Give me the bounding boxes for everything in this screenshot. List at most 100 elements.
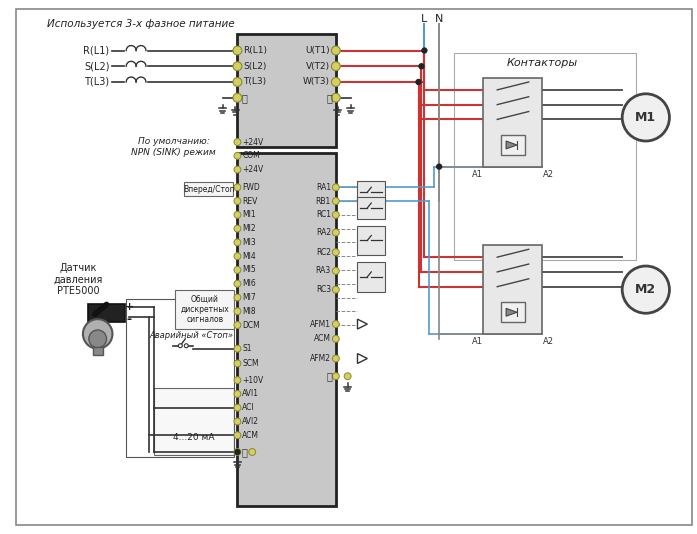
Circle shape bbox=[234, 321, 241, 328]
Circle shape bbox=[332, 320, 339, 327]
Bar bbox=[176, 289, 234, 329]
Text: MI6: MI6 bbox=[243, 279, 256, 288]
Text: Аварийный «Стоп»: Аварийный «Стоп» bbox=[149, 332, 233, 340]
Circle shape bbox=[622, 94, 669, 141]
Text: RC2: RC2 bbox=[316, 248, 331, 257]
Circle shape bbox=[416, 80, 421, 84]
Text: S1: S1 bbox=[243, 344, 252, 353]
Circle shape bbox=[332, 335, 339, 342]
Circle shape bbox=[332, 184, 339, 191]
Text: ACM: ACM bbox=[314, 334, 331, 343]
Text: ACM: ACM bbox=[243, 431, 259, 440]
Circle shape bbox=[332, 249, 339, 256]
Circle shape bbox=[184, 344, 188, 348]
Text: По умолчанию:
NPN (SINK) режим: По умолчанию: NPN (SINK) режим bbox=[131, 137, 216, 156]
Text: -: - bbox=[127, 312, 132, 326]
Circle shape bbox=[89, 330, 107, 348]
Circle shape bbox=[235, 450, 240, 454]
Bar bbox=[358, 262, 385, 292]
Circle shape bbox=[332, 229, 339, 236]
Text: R(L1): R(L1) bbox=[243, 46, 268, 55]
Circle shape bbox=[234, 345, 241, 352]
Circle shape bbox=[234, 418, 241, 425]
Circle shape bbox=[234, 376, 241, 383]
Circle shape bbox=[419, 64, 424, 69]
Text: MI3: MI3 bbox=[243, 238, 256, 247]
Circle shape bbox=[249, 449, 256, 456]
Text: AVI2: AVI2 bbox=[243, 417, 259, 426]
Circle shape bbox=[234, 253, 241, 260]
Circle shape bbox=[344, 373, 351, 380]
Circle shape bbox=[437, 164, 442, 169]
Text: MI1: MI1 bbox=[243, 210, 256, 219]
Circle shape bbox=[331, 62, 340, 70]
Circle shape bbox=[332, 268, 339, 274]
Circle shape bbox=[234, 184, 241, 191]
Text: S(L2): S(L2) bbox=[243, 62, 267, 70]
Bar bbox=[484, 245, 542, 334]
Text: MI7: MI7 bbox=[243, 293, 256, 302]
Bar bbox=[358, 182, 385, 203]
Bar bbox=[93, 347, 102, 355]
Circle shape bbox=[234, 225, 241, 232]
Text: Датчик
давления
PTE5000: Датчик давления PTE5000 bbox=[54, 263, 102, 296]
Bar bbox=[126, 300, 234, 457]
Polygon shape bbox=[358, 354, 367, 364]
Text: MI2: MI2 bbox=[243, 224, 256, 233]
Circle shape bbox=[233, 62, 242, 70]
Text: +24V: +24V bbox=[243, 165, 263, 174]
Circle shape bbox=[331, 46, 340, 55]
Text: RB1: RB1 bbox=[316, 197, 331, 206]
Circle shape bbox=[234, 390, 241, 397]
Circle shape bbox=[331, 77, 340, 87]
Text: T(L3): T(L3) bbox=[243, 77, 266, 87]
Text: N: N bbox=[435, 14, 443, 24]
Text: ⏚: ⏚ bbox=[326, 371, 332, 381]
Text: 4...20 мА: 4...20 мА bbox=[174, 433, 215, 442]
Text: R(L1): R(L1) bbox=[84, 45, 109, 56]
Circle shape bbox=[234, 198, 241, 205]
Text: A2: A2 bbox=[543, 170, 554, 179]
Bar bbox=[184, 183, 233, 196]
Text: Контакторы: Контакторы bbox=[507, 58, 578, 68]
Polygon shape bbox=[358, 319, 367, 329]
Bar bbox=[88, 304, 125, 322]
Text: V(T2): V(T2) bbox=[306, 62, 330, 70]
Polygon shape bbox=[506, 308, 517, 316]
Circle shape bbox=[234, 404, 241, 411]
Text: Вперед/Стоп: Вперед/Стоп bbox=[183, 185, 235, 194]
Text: MI4: MI4 bbox=[243, 252, 256, 261]
Text: +24V: +24V bbox=[243, 138, 263, 146]
Bar bbox=[501, 302, 525, 322]
Text: RA2: RA2 bbox=[316, 228, 331, 237]
Text: A1: A1 bbox=[472, 170, 483, 179]
Text: DCM: DCM bbox=[243, 320, 260, 329]
Bar bbox=[358, 226, 385, 255]
Circle shape bbox=[332, 211, 339, 218]
Text: ⏚: ⏚ bbox=[326, 93, 332, 103]
Text: AFM1: AFM1 bbox=[310, 319, 331, 328]
Text: RA3: RA3 bbox=[316, 266, 331, 276]
Circle shape bbox=[422, 48, 427, 53]
Text: RA1: RA1 bbox=[316, 183, 331, 192]
Circle shape bbox=[233, 77, 242, 87]
Circle shape bbox=[332, 373, 339, 380]
Text: +: + bbox=[125, 302, 134, 312]
Bar bbox=[501, 135, 525, 155]
Text: ⏚: ⏚ bbox=[241, 447, 247, 457]
Text: ⏚: ⏚ bbox=[241, 93, 247, 103]
Text: S(L2): S(L2) bbox=[84, 61, 109, 71]
Circle shape bbox=[234, 139, 241, 145]
Circle shape bbox=[234, 360, 241, 367]
Bar bbox=[238, 153, 336, 506]
Polygon shape bbox=[506, 141, 517, 149]
Text: A2: A2 bbox=[543, 337, 554, 346]
Circle shape bbox=[234, 166, 241, 173]
Text: A1: A1 bbox=[472, 337, 483, 346]
Text: SCM: SCM bbox=[243, 359, 259, 368]
Text: W(T3): W(T3) bbox=[303, 77, 330, 87]
Circle shape bbox=[234, 152, 241, 159]
Text: Общий
дискретных
сигналов: Общий дискретных сигналов bbox=[181, 294, 229, 324]
Circle shape bbox=[234, 449, 241, 456]
Text: AFM2: AFM2 bbox=[310, 354, 331, 363]
